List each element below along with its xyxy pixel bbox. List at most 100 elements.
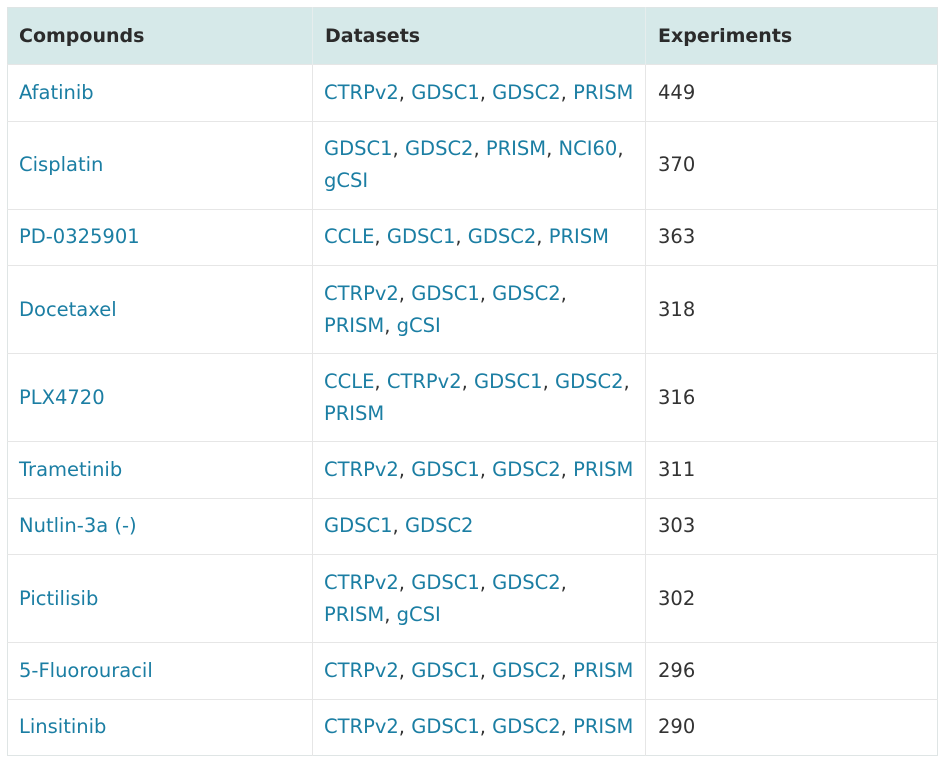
dataset-link[interactable]: GDSC2 [492, 570, 561, 594]
compound-link[interactable]: Linsitinib [19, 715, 107, 739]
compound-link[interactable]: Nutlin-3a (-) [19, 514, 137, 538]
experiments-cell: 370 [645, 120, 938, 209]
dataset-link[interactable]: GDSC2 [492, 281, 561, 305]
dataset-link[interactable]: GDSC2 [492, 457, 561, 481]
compounds-table-container: Compounds Datasets Experiments Afatinib C… [7, 7, 938, 756]
dataset-link[interactable]: GDSC2 [404, 137, 474, 160]
dataset-link[interactable]: NCI60 [558, 137, 618, 160]
dataset-link[interactable]: PRISM [548, 225, 609, 249]
datasets-cell: CTRPv2, GDSC1, GDSC2, PRISM, gCSI [312, 265, 646, 354]
dataset-separator: , [392, 514, 405, 538]
experiments-cell: 318 [645, 265, 938, 354]
compound-cell: Linsitinib [7, 698, 313, 756]
compound-cell: Trametinib [7, 441, 313, 498]
compound-cell: Docetaxel [7, 265, 313, 354]
dataset-link[interactable]: PRISM [573, 457, 634, 481]
dataset-link[interactable]: CTRPv2 [324, 658, 399, 682]
dataset-separator: , [623, 369, 630, 393]
compounds-table: Compounds Datasets Experiments Afatinib C… [7, 7, 938, 756]
dataset-link[interactable]: GDSC2 [492, 80, 561, 104]
compound-link[interactable]: Afatinib [19, 80, 94, 104]
dataset-separator: , [479, 658, 493, 682]
dataset-separator: , [398, 80, 412, 104]
header-compounds: Compounds [7, 7, 313, 65]
compound-cell: Nutlin-3a (-) [7, 497, 313, 555]
dataset-link[interactable]: CTRPv2 [324, 570, 399, 594]
compound-link[interactable]: PLX4720 [19, 385, 105, 409]
dataset-separator: , [542, 369, 555, 393]
dataset-link[interactable]: GDSC2 [492, 715, 561, 739]
compound-cell: PLX4720 [7, 353, 313, 442]
dataset-separator: , [479, 570, 493, 594]
dataset-link[interactable]: GDSC2 [554, 369, 624, 393]
dataset-link[interactable]: CCLE [324, 225, 375, 249]
dataset-separator: , [461, 369, 475, 393]
dataset-link[interactable]: CTRPv2 [324, 281, 399, 305]
dataset-link[interactable]: GDSC2 [404, 514, 474, 538]
dataset-link[interactable]: PRISM [324, 401, 385, 425]
dataset-separator: , [374, 225, 387, 249]
compound-link[interactable]: 5-Fluorouracil [19, 658, 153, 682]
experiments-cell: 449 [645, 64, 938, 121]
table-header: Compounds Datasets Experiments [7, 7, 938, 65]
dataset-separator: , [384, 602, 397, 626]
dataset-separator: , [479, 80, 493, 104]
dataset-link[interactable]: GDSC2 [492, 658, 561, 682]
dataset-link[interactable]: GDSC1 [324, 137, 393, 160]
dataset-separator: , [560, 80, 574, 104]
experiments-cell: 316 [645, 353, 938, 442]
dataset-link[interactable]: GDSC1 [411, 570, 480, 594]
dataset-link[interactable]: GDSC1 [324, 514, 393, 538]
dataset-link[interactable]: GDSC1 [474, 369, 543, 393]
dataset-link[interactable]: GDSC1 [411, 80, 480, 104]
dataset-link[interactable]: PRISM [324, 313, 385, 337]
table-row: Docetaxel CTRPv2, GDSC1, GDSC2, PRISM, gC… [7, 265, 938, 354]
datasets-cell: CCLE, CTRPv2, GDSC1, GDSC2, PRISM [312, 353, 646, 442]
compound-link[interactable]: Pictilisib [19, 586, 99, 610]
compound-cell: Pictilisib [7, 554, 313, 643]
dataset-link[interactable]: GDSC1 [411, 715, 480, 739]
experiments-cell: 303 [645, 497, 938, 555]
dataset-separator: , [479, 457, 493, 481]
compound-link[interactable]: PD-0325901 [19, 225, 140, 249]
dataset-link[interactable]: CTRPv2 [386, 369, 462, 393]
dataset-separator: , [398, 570, 412, 594]
dataset-link[interactable]: CCLE [324, 369, 375, 393]
dataset-link[interactable]: PRISM [573, 80, 634, 104]
compound-link[interactable]: Cisplatin [19, 153, 104, 176]
compound-link[interactable]: Trametinib [19, 457, 123, 481]
dataset-link[interactable]: CTRPv2 [324, 457, 399, 481]
dataset-link[interactable]: CTRPv2 [324, 715, 399, 739]
dataset-link[interactable]: GDSC1 [411, 658, 480, 682]
dataset-link[interactable]: gCSI [396, 602, 441, 626]
dataset-link[interactable]: GDSC1 [411, 281, 480, 305]
compound-link[interactable]: Docetaxel [19, 297, 117, 321]
dataset-separator: , [617, 137, 624, 160]
dataset-separator: , [560, 570, 567, 594]
dataset-separator: , [560, 281, 567, 305]
dataset-link[interactable]: PRISM [573, 658, 634, 682]
dataset-separator: , [398, 457, 412, 481]
header-experiments: Experiments [645, 7, 938, 65]
table-row: 5-Fluorouracil CTRPv2, GDSC1, GDSC2, PRIS… [7, 642, 938, 699]
dataset-separator: , [392, 137, 405, 160]
dataset-link[interactable]: GDSC1 [386, 225, 456, 249]
datasets-cell: GDSC1, GDSC2, PRISM, NCI60, gCSI [312, 120, 646, 209]
dataset-link[interactable]: PRISM [573, 715, 634, 739]
dataset-link[interactable]: PRISM [324, 602, 385, 626]
dataset-link[interactable]: GDSC1 [411, 457, 480, 481]
dataset-separator: , [479, 281, 493, 305]
dataset-link[interactable]: PRISM [485, 137, 547, 160]
dataset-link[interactable]: gCSI [396, 313, 441, 337]
dataset-link[interactable]: gCSI [324, 169, 369, 192]
compound-cell: PD-0325901 [7, 208, 313, 266]
dataset-link[interactable]: CTRPv2 [324, 80, 399, 104]
dataset-link[interactable]: GDSC2 [467, 225, 537, 249]
experiments-cell: 290 [645, 698, 938, 756]
experiments-cell: 302 [645, 554, 938, 643]
table-row: PLX4720 CCLE, CTRPv2, GDSC1, GDSC2, PRISM… [7, 353, 938, 442]
datasets-cell: CCLE, GDSC1, GDSC2, PRISM [312, 208, 646, 266]
header-row: Compounds Datasets Experiments [7, 7, 938, 65]
dataset-separator: , [455, 225, 468, 249]
dataset-separator: , [560, 457, 574, 481]
